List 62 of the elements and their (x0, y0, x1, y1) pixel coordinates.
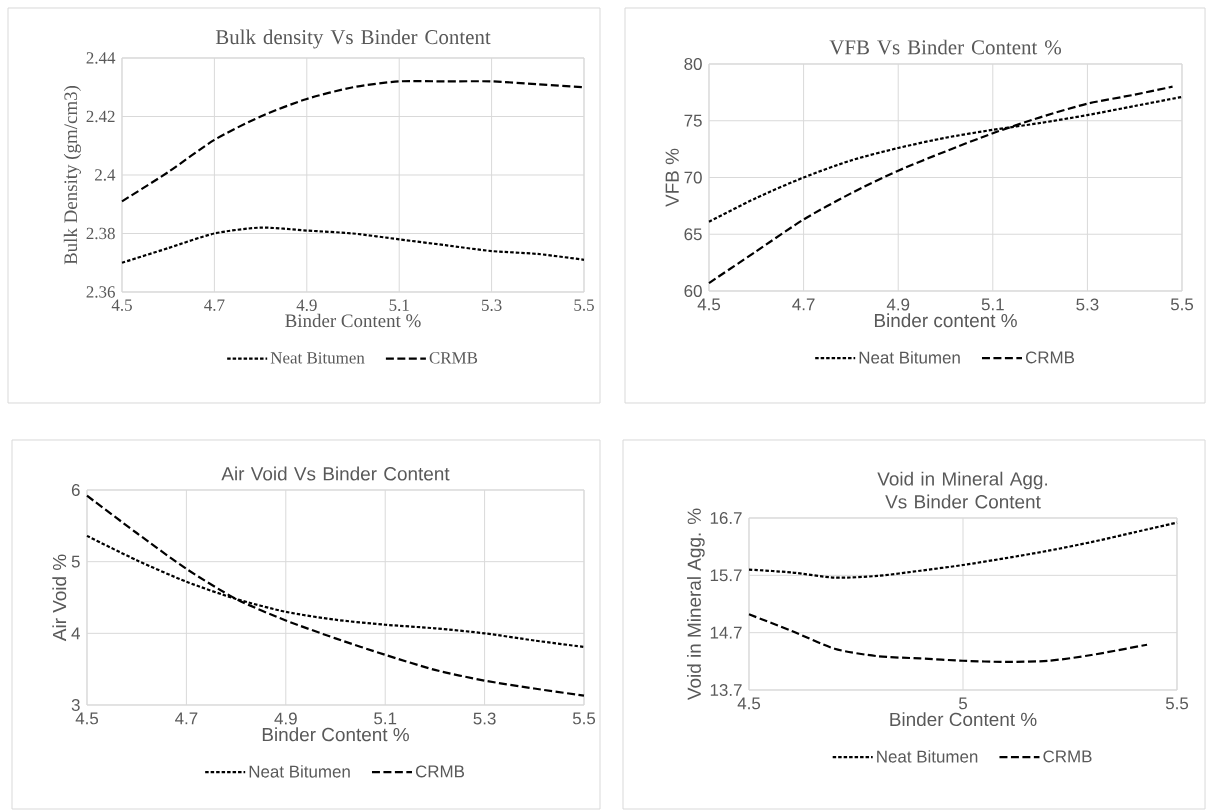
x-axis-title: Binder Content % (262, 727, 409, 742)
y-tick-label: 13.7 (710, 684, 742, 696)
legend-label: CRMB (1025, 351, 1075, 364)
legend-label: Neat Bitumen (859, 351, 960, 364)
x-tick-label: 5.3 (482, 299, 502, 311)
line-series (85, 494, 586, 697)
y-tick-label: 3 (71, 699, 80, 711)
y-tick-label: 65 (684, 228, 702, 241)
y-axis-title: Bulk Density (gm/cm3) (63, 85, 81, 265)
y-tick-label: 15.7 (710, 569, 742, 582)
y-tick-label: 70 (684, 171, 702, 184)
x-tick-label: 5.5 (1165, 697, 1189, 710)
line-series (120, 226, 586, 264)
x-tick-label: 4.5 (737, 697, 761, 710)
x-tick-label: 4.5 (697, 298, 721, 311)
line-series (747, 613, 1149, 664)
x-tick-label: 5.3 (1076, 298, 1099, 311)
chart-title: VFB Vs Binder Content % (829, 39, 1062, 55)
y-tick-label: 2.36 (86, 286, 115, 298)
x-tick-label: 4.5 (75, 712, 99, 725)
x-axis-title: Binder Content % (890, 712, 1037, 727)
y-axis-title: VFB % (665, 148, 679, 207)
legend-label: CRMB (415, 765, 465, 778)
y-axis-title: Void in Mineral Agg. % (687, 508, 705, 701)
legend-label: CRMB (1043, 750, 1092, 763)
y-tick-label: 5 (71, 555, 80, 568)
y-tick-label: 2.4 (95, 169, 116, 181)
x-tick-label: 5 (958, 697, 967, 710)
x-tick-label: 4.9 (296, 299, 317, 311)
x-axis-title: Binder Content % (285, 313, 421, 328)
x-tick-label: 5.1 (374, 712, 397, 725)
y-tick-label: 75 (684, 114, 702, 127)
y-tick-label: 60 (684, 285, 702, 297)
x-tick-label: 4.5 (111, 299, 132, 311)
y-tick-label: 2.38 (86, 227, 115, 240)
x-tick-label: 5.1 (981, 298, 1004, 311)
y-tick-label: 80 (684, 57, 702, 70)
chart-title: Bulk density Vs Binder Content (215, 29, 491, 49)
x-tick-label: 4.7 (175, 712, 198, 725)
x-tick-label: 5.1 (389, 299, 409, 311)
x-tick-label: 4.7 (792, 298, 815, 311)
y-tick-label: 2.44 (86, 52, 116, 64)
x-tick-label: 4.9 (274, 712, 297, 725)
x-tick-label: 5.3 (473, 712, 496, 725)
x-tick-label: 4.9 (886, 298, 910, 311)
legend-label: Neat Bitumen (877, 750, 978, 763)
y-tick-label: 4 (71, 627, 80, 640)
y-tick-label: 14.7 (710, 626, 742, 639)
chart-title: Void in Mineral Agg. Vs Binder Content (877, 471, 1047, 509)
x-axis-title: Binder content % (874, 313, 1017, 328)
x-tick-label: 5.5 (572, 712, 596, 725)
legend-label: Neat Bitumen (270, 352, 365, 364)
y-axis-title: Air Void % (52, 554, 67, 642)
y-tick-label: 16.7 (710, 512, 742, 524)
x-tick-label: 5.5 (1170, 298, 1194, 311)
x-tick-label: 5.5 (574, 299, 594, 311)
legend-label: Neat Bitumen (249, 765, 350, 778)
y-tick-label: 2.42 (86, 110, 115, 123)
y-tick-label: 6 (71, 484, 80, 496)
x-tick-label: 4.7 (204, 299, 225, 311)
legend-label: CRMB (429, 352, 478, 364)
chart-title: Air Void Vs Binder Content (221, 466, 450, 481)
